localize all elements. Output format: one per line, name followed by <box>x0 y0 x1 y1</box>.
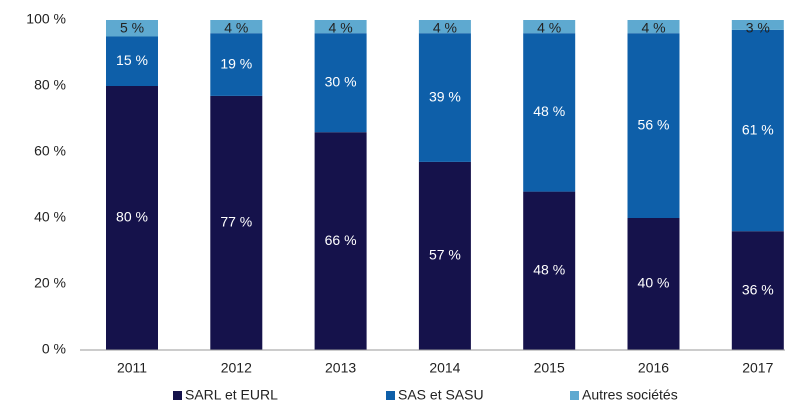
bar-segment <box>418 161 471 350</box>
bar-segment <box>210 95 263 351</box>
data-label: 56 % <box>638 116 670 132</box>
data-label: 48 % <box>533 262 565 278</box>
legend-label: SARL et EURL <box>185 387 278 403</box>
bar-segment <box>523 20 576 34</box>
bar-segment <box>627 20 680 34</box>
bar-segment <box>314 20 367 34</box>
x-tick-label: 2015 <box>534 360 565 376</box>
x-tick-label: 2012 <box>221 360 252 376</box>
data-label: 4 % <box>433 20 457 36</box>
bar-segment <box>210 20 263 34</box>
data-label: 48 % <box>533 103 565 119</box>
data-label: 57 % <box>429 247 461 263</box>
y-tick-label: 0 % <box>42 341 66 357</box>
x-tick-label: 2017 <box>742 360 773 376</box>
data-label: 15 % <box>116 52 148 68</box>
y-tick-label: 100 % <box>26 11 66 27</box>
data-label: 40 % <box>638 275 670 291</box>
x-tick-label: 2013 <box>325 360 356 376</box>
bar-segment <box>627 33 680 219</box>
bar-segment <box>523 33 576 192</box>
data-label: 61 % <box>742 121 774 137</box>
data-label: 4 % <box>329 20 353 36</box>
bar-segment <box>418 20 471 34</box>
x-tick-label: 2011 <box>117 360 147 376</box>
legend-swatch <box>570 391 579 400</box>
bar-segment <box>627 218 680 350</box>
data-label: 36 % <box>742 281 774 297</box>
data-label: 80 % <box>116 209 148 225</box>
x-tick-label: 2014 <box>429 360 460 376</box>
data-label: 66 % <box>325 232 357 248</box>
bar-segment <box>731 231 784 350</box>
bar-segment <box>731 29 784 232</box>
bar-segment <box>418 33 471 162</box>
bar-segment <box>731 20 784 30</box>
data-label: 5 % <box>120 20 144 36</box>
bar-segment <box>314 132 367 350</box>
bar-segment <box>106 20 158 37</box>
bar-segment <box>210 33 263 96</box>
legend-swatch <box>386 391 395 400</box>
data-label: 4 % <box>224 20 248 36</box>
y-tick-label: 40 % <box>34 209 66 225</box>
data-label: 30 % <box>325 73 357 89</box>
data-label: 3 % <box>746 20 770 36</box>
bar-segment <box>523 191 576 350</box>
y-tick-label: 60 % <box>34 143 66 159</box>
data-label: 39 % <box>429 88 461 104</box>
y-tick-label: 80 % <box>34 77 66 93</box>
data-label: 77 % <box>220 214 252 230</box>
data-label: 4 % <box>537 20 561 36</box>
y-tick-label: 20 % <box>34 275 66 291</box>
legend-label: Autres sociétés <box>582 387 678 403</box>
data-label: 4 % <box>641 20 665 36</box>
bar-segment <box>106 86 158 350</box>
bar-segment <box>106 36 158 86</box>
data-label: 19 % <box>220 55 252 71</box>
bar-segment <box>314 33 367 133</box>
x-tick-label: 2016 <box>638 360 669 376</box>
legend-label: SAS et SASU <box>398 387 484 403</box>
legend-swatch <box>173 391 182 400</box>
